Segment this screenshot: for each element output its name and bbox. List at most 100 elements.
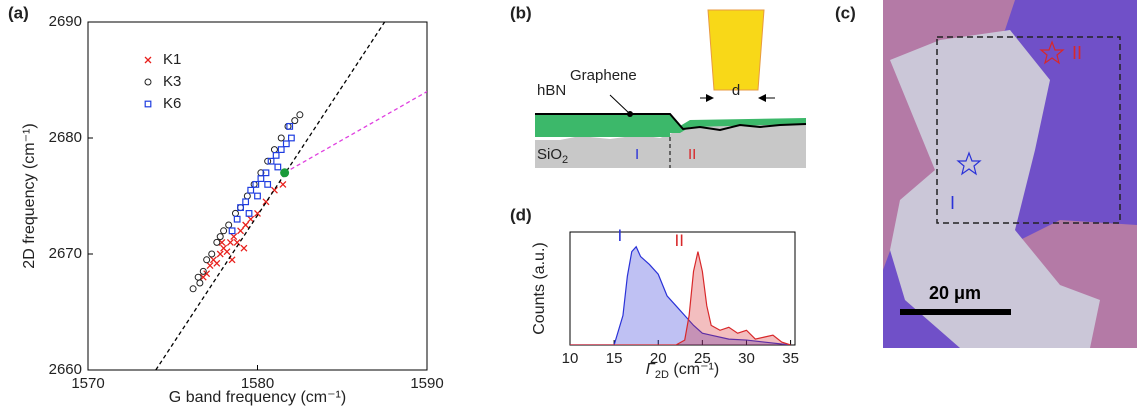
- point: [206, 262, 214, 270]
- y-tick-label: 2660: [49, 361, 82, 378]
- x-tick-label: 25: [694, 350, 711, 367]
- point: [286, 122, 294, 130]
- scale-bar: [900, 309, 1011, 315]
- point: [208, 250, 216, 258]
- label: SiO2: [537, 146, 568, 166]
- fit-line: [284, 91, 427, 174]
- x-tick-label: 1590: [410, 375, 443, 392]
- point: [194, 273, 202, 281]
- point: [240, 244, 248, 252]
- point: [242, 221, 250, 229]
- point: [213, 238, 221, 246]
- point: [267, 157, 275, 165]
- arrow-head: [758, 94, 766, 102]
- series-label: I: [617, 226, 622, 245]
- point: [226, 238, 234, 246]
- point: [277, 134, 285, 142]
- point: [279, 180, 287, 188]
- point: [199, 267, 207, 275]
- point: [284, 122, 292, 130]
- x-tick-label: 1580: [241, 375, 274, 392]
- point: [203, 256, 211, 264]
- point: [189, 285, 197, 293]
- point: [237, 204, 244, 212]
- fit-line: [155, 22, 386, 370]
- panel-label: (b): [510, 3, 532, 22]
- region-label: II: [1072, 43, 1082, 63]
- x-axis-label-subscript: 2D: [655, 369, 669, 381]
- legend-label: K3: [163, 73, 181, 90]
- marker-star: [1039, 40, 1065, 65]
- label: hBN: [537, 82, 566, 99]
- point: [216, 250, 224, 258]
- point: [243, 192, 251, 200]
- point: [237, 204, 245, 212]
- curve: [570, 245, 791, 345]
- legend-marker: [144, 100, 152, 108]
- region-label: I: [950, 193, 955, 213]
- point: [277, 146, 285, 154]
- tip: [707, 9, 765, 91]
- hbn-layer: [535, 115, 806, 137]
- region-label: II: [688, 146, 696, 163]
- x-tick-label: 15: [606, 350, 623, 367]
- plot-frame: [569, 231, 796, 346]
- point: [264, 181, 272, 188]
- point: [296, 111, 304, 119]
- point: [272, 152, 280, 159]
- legend-marker: [144, 78, 152, 86]
- x-tick-label: 30: [738, 350, 755, 367]
- point: [270, 146, 278, 154]
- point: [254, 192, 261, 200]
- pointer: [609, 94, 631, 115]
- point: [237, 227, 245, 235]
- label: d: [732, 82, 740, 99]
- point: [225, 221, 233, 229]
- x-axis-label-unit: (cm⁻¹): [669, 361, 719, 378]
- point: [262, 169, 270, 177]
- y-axis-label: 2D frequency (cm⁻¹): [21, 123, 38, 268]
- marker-star: [956, 151, 982, 176]
- curve: [570, 251, 791, 345]
- area: [570, 246, 791, 345]
- panel-label: (a): [8, 3, 29, 22]
- scan-area: [936, 36, 1121, 224]
- point: [252, 181, 260, 188]
- x-tick-label: 20: [650, 350, 667, 367]
- label-subscript: 2: [562, 154, 568, 166]
- point: [274, 163, 282, 171]
- point: [242, 198, 250, 206]
- point: [247, 215, 255, 223]
- plot-frame: [87, 21, 428, 371]
- point: [228, 227, 236, 235]
- point: [218, 238, 226, 246]
- y-tick-label: 2670: [49, 245, 82, 262]
- legend-label: K6: [163, 95, 181, 112]
- point: [216, 233, 224, 241]
- legend-label: K1: [163, 51, 181, 68]
- point: [247, 186, 255, 194]
- x-tick-label: 10: [562, 350, 579, 367]
- layer-diagram: hBN Graphene d SiO2 I II: [535, 9, 807, 168]
- x-axis-label: G band frequency (cm⁻¹): [169, 389, 346, 406]
- legend-marker: [144, 56, 152, 64]
- label: Graphene: [570, 67, 637, 84]
- scale-label: 20 μm: [929, 283, 981, 303]
- label: SiO: [537, 146, 562, 163]
- arrow-head: [706, 94, 714, 102]
- graphene-sheet: [535, 113, 807, 132]
- y-axis-label: Counts (a.u.): [531, 242, 548, 334]
- series-label: II: [674, 231, 683, 250]
- point: [230, 233, 238, 241]
- point: [203, 270, 211, 278]
- point: [233, 215, 241, 223]
- point: [220, 227, 228, 235]
- point: [196, 279, 204, 287]
- flake: [890, 30, 1100, 348]
- y-tick-label: 2680: [49, 129, 82, 146]
- point: [245, 210, 253, 217]
- x-tick-label: 1570: [71, 375, 104, 392]
- region-label: I: [635, 146, 639, 163]
- y-tick-label: 2690: [49, 13, 82, 30]
